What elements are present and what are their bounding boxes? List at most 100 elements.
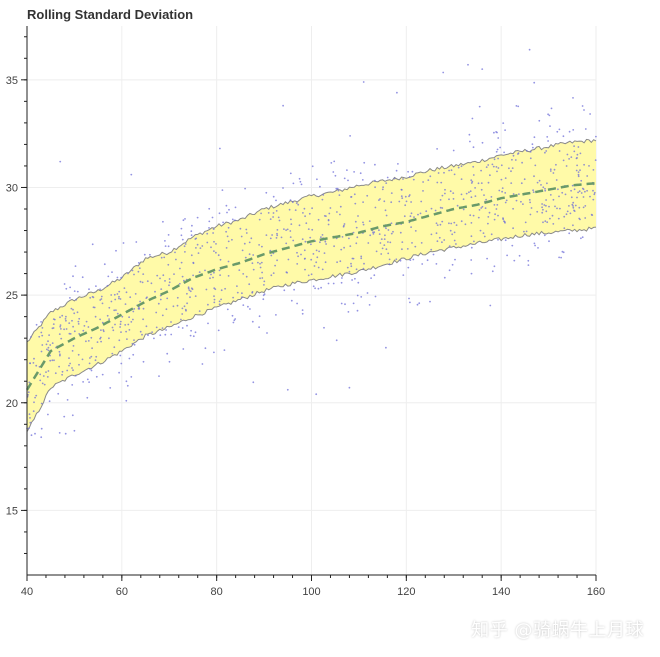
scatter-point bbox=[92, 306, 95, 309]
scatter-point bbox=[270, 274, 273, 277]
scatter-point bbox=[165, 308, 168, 311]
scatter-point bbox=[227, 275, 230, 277]
scatter-point bbox=[266, 332, 268, 334]
scatter-point bbox=[195, 247, 197, 249]
scatter-point bbox=[168, 360, 171, 363]
scatter-point bbox=[504, 239, 507, 242]
scatter-point bbox=[91, 243, 94, 246]
scatter-point bbox=[367, 242, 370, 244]
scatter-point bbox=[260, 261, 263, 264]
scatter-point bbox=[118, 295, 120, 298]
scatter-point bbox=[573, 188, 576, 191]
scatter-point bbox=[504, 201, 507, 204]
scatter-point bbox=[46, 376, 49, 378]
scatter-point bbox=[101, 373, 104, 376]
scatter-point bbox=[470, 182, 473, 184]
scatter-point bbox=[460, 193, 463, 196]
scatter-point bbox=[512, 193, 515, 195]
scatter-point bbox=[339, 260, 342, 263]
scatter-point bbox=[378, 199, 380, 202]
scatter-point bbox=[548, 114, 551, 117]
scatter-point bbox=[543, 204, 546, 206]
scatter-point bbox=[573, 209, 575, 212]
scatter-point bbox=[310, 258, 313, 261]
scatter-point bbox=[85, 320, 88, 323]
scatter-point bbox=[584, 205, 587, 207]
scatter-point bbox=[538, 119, 541, 122]
y-tick-label: 30 bbox=[6, 182, 18, 194]
scatter-point bbox=[362, 223, 365, 226]
scatter-point bbox=[190, 230, 193, 233]
scatter-point bbox=[130, 321, 133, 323]
scatter-point bbox=[533, 81, 536, 84]
scatter-point bbox=[207, 303, 209, 306]
scatter-point bbox=[374, 163, 376, 166]
scatter-point bbox=[402, 178, 404, 180]
scatter-point bbox=[174, 251, 176, 254]
scatter-point bbox=[35, 323, 38, 326]
scatter-point bbox=[286, 388, 289, 391]
scatter-point bbox=[478, 209, 481, 211]
scatter-point bbox=[74, 374, 77, 377]
scatter-point bbox=[501, 187, 504, 190]
scatter-point bbox=[45, 371, 47, 373]
scatter-point bbox=[362, 81, 365, 83]
scatter-point bbox=[579, 169, 581, 172]
scatter-point bbox=[78, 317, 81, 320]
scatter-point bbox=[164, 333, 167, 336]
scatter-point bbox=[71, 350, 74, 352]
scatter-point bbox=[379, 242, 382, 244]
scatter-point bbox=[366, 292, 369, 294]
scatter-point bbox=[593, 193, 596, 196]
scatter-point bbox=[529, 213, 532, 216]
scatter-point bbox=[133, 339, 135, 341]
scatter-point bbox=[514, 159, 517, 161]
scatter-point bbox=[525, 149, 528, 152]
scatter-point bbox=[579, 152, 582, 155]
y-tick-label: 20 bbox=[6, 398, 18, 410]
scatter-point bbox=[300, 183, 303, 186]
scatter-point bbox=[110, 300, 113, 303]
scatter-point bbox=[558, 195, 560, 198]
scatter-point bbox=[379, 198, 381, 200]
scatter-point bbox=[220, 289, 223, 292]
scatter-point bbox=[470, 235, 473, 238]
scatter-point bbox=[132, 318, 134, 321]
scatter-point bbox=[206, 241, 209, 244]
scatter-point bbox=[541, 203, 543, 205]
scatter-point bbox=[168, 281, 171, 284]
scatter-point bbox=[581, 105, 584, 107]
scatter-point bbox=[259, 277, 261, 280]
scatter-point bbox=[272, 195, 275, 198]
scatter-point bbox=[437, 172, 440, 174]
scatter-point bbox=[181, 307, 184, 310]
scatter-point bbox=[29, 362, 31, 364]
scatter-point bbox=[558, 256, 560, 259]
scatter-point bbox=[363, 262, 365, 265]
scatter-point bbox=[212, 228, 215, 231]
scatter-point bbox=[452, 149, 455, 152]
scatter-point bbox=[357, 215, 359, 217]
scatter-point bbox=[408, 195, 410, 198]
scatter-point bbox=[69, 362, 71, 365]
scatter-point bbox=[470, 222, 473, 224]
scatter-point bbox=[565, 165, 568, 167]
scatter-point bbox=[40, 350, 43, 353]
scatter-point bbox=[29, 417, 31, 419]
scatter-point bbox=[549, 125, 551, 127]
scatter-point bbox=[297, 203, 300, 206]
scatter-point bbox=[66, 399, 69, 401]
scatter-point bbox=[552, 198, 555, 201]
scatter-point bbox=[241, 292, 243, 295]
scatter-point bbox=[489, 174, 491, 177]
scatter-point bbox=[29, 421, 32, 424]
scatter-point bbox=[441, 220, 444, 223]
scatter-point bbox=[487, 164, 490, 166]
scatter-point bbox=[134, 293, 137, 295]
scatter-point bbox=[69, 297, 71, 299]
scatter-point bbox=[130, 376, 133, 378]
scatter-point bbox=[277, 216, 280, 219]
scatter-point bbox=[510, 182, 513, 185]
scatter-point bbox=[263, 284, 265, 286]
scatter-point bbox=[480, 207, 483, 209]
